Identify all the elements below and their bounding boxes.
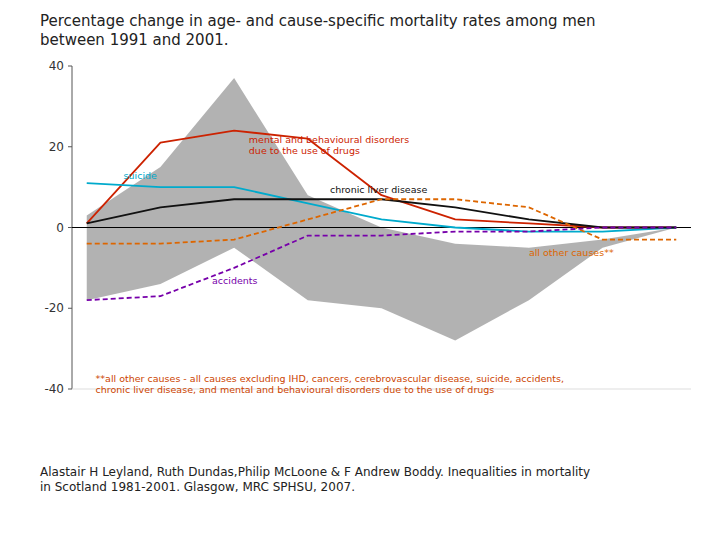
y-tick [68, 308, 72, 309]
source: Alastair H Leyland, Ruth Dundas,Philip M… [40, 465, 590, 494]
annotation: suicide [124, 170, 158, 181]
y-tick-label: -40 [44, 382, 64, 396]
annotation: chronic liver disease [330, 184, 428, 195]
text-line: suicide [124, 170, 158, 181]
lines [87, 131, 677, 301]
annotation: all other causes** [529, 247, 614, 258]
y-tick-label: 40 [49, 59, 64, 73]
line [87, 228, 677, 301]
text-line: due to the use of drugs [249, 145, 360, 156]
y-tick-label: 0 [56, 221, 64, 235]
title: Percentage change in age- and cause-spec… [40, 12, 596, 49]
footnote: **all other causes - all causes excludin… [96, 373, 564, 395]
text-line: **all other causes - all causes excludin… [96, 373, 564, 384]
text-line: accidents [212, 275, 258, 286]
plot-area [72, 78, 691, 340]
line [87, 183, 677, 231]
annotation: mental and behavioural disordersdue to t… [249, 134, 409, 156]
text-line: chronic liver disease, and mental and be… [96, 384, 495, 395]
annotation: accidents [212, 275, 258, 286]
band [87, 78, 677, 340]
y-tick [68, 146, 72, 147]
line [87, 199, 677, 227]
text-line: all other causes** [529, 247, 614, 258]
y-tick [68, 66, 72, 67]
text-line: Alastair H Leyland, Ruth Dundas,Philip M… [40, 465, 590, 479]
text-line: in Scotland 1981-2001. Glasgow, MRC SPHS… [40, 480, 355, 494]
line [87, 199, 677, 243]
y-tick [68, 389, 72, 390]
y-tick-label: -20 [44, 301, 64, 315]
chart: Percentage change in age- and cause-spec… [0, 0, 720, 540]
text-line: Percentage change in age- and cause-spec… [40, 12, 596, 30]
line [87, 131, 677, 228]
y-tick-label: 20 [49, 140, 64, 154]
text-line: between 1991 and 2001. [40, 31, 229, 49]
bands [87, 78, 677, 340]
y-tick [68, 227, 72, 228]
text-line: chronic liver disease [330, 184, 428, 195]
text-line: mental and behavioural disorders [249, 134, 409, 145]
